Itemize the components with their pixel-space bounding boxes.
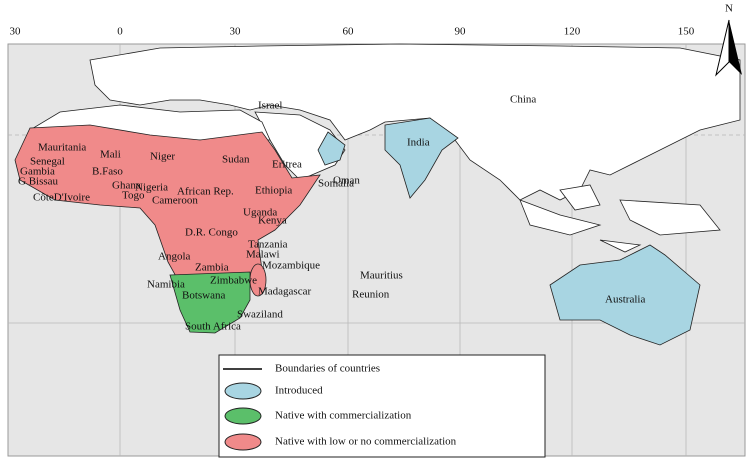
longitude-label: 30 [10,26,22,38]
country-label: Angola [158,251,191,263]
country-label: Togo [122,190,145,202]
country-label: Mauritania [38,142,86,154]
longitude-label: 60 [343,26,355,38]
country-label: Ethiopia [255,185,292,197]
australia [549,244,701,346]
country-label: Uganda [243,207,277,219]
legend-swatch [224,433,262,451]
country-label: D.R. Congo [185,227,238,239]
madagascar [249,263,267,297]
oman [317,131,346,166]
arabia [254,111,346,181]
country-label: CôteD'Ivoire [33,192,90,204]
country-label: Sudan [222,154,250,166]
longitude-label: 0 [117,26,123,38]
country-label: China [510,94,536,106]
country-label: Niger [150,151,175,163]
longitude-label: 120 [564,26,581,38]
country-label: Cameroon [152,195,198,207]
country-label: Nigeria [135,182,168,194]
country-label: Oman [333,175,360,187]
legend-label: Native with commercialization [275,410,412,422]
islands [519,184,721,253]
legend [218,354,546,458]
country-label: Eritrea [272,159,302,171]
longitude-label: 30 [230,26,242,38]
country-label: Israel [258,100,282,112]
country-label: Mozambique [262,260,320,272]
legend-swatch [224,407,262,425]
country-label: Zimbabwe [210,275,257,287]
country-label: Botswana [182,290,226,302]
north-label: N [725,3,733,15]
country-label: G Bissau [18,176,59,188]
country-label: Zambia [195,262,229,274]
country-label: Namibia [147,279,185,291]
legend-label: Introduced [275,385,323,397]
country-label: Swaziland [237,309,283,321]
legend-swatch [224,382,262,400]
north-arrow [729,20,742,75]
country-label: Madagascar [258,286,311,298]
country-label: Australia [605,294,645,306]
country-label: Ghana [112,180,141,192]
country-label: India [407,137,430,149]
longitude-label: 150 [678,26,695,38]
country-label: Malawi [246,249,280,261]
country-label: Mauritius [360,270,403,282]
country-label: B.Faso [92,166,123,178]
longitude-labels: 30 0 30 60 90 120 150 [10,26,695,38]
country-label: Mali [100,149,121,161]
country-label: Reunion [352,289,390,301]
legend-items: Boundaries of countries Introduced Native … [223,363,457,451]
country-label: Kenya [258,215,287,227]
india [384,117,459,199]
country-label: Gambia [20,166,55,178]
legend-label: Boundaries of countries [275,363,380,375]
country-label: Tanzania [248,239,288,251]
legend-label: Native with low or no commercialization [275,436,457,448]
country-labels: Mauritania Mali Niger Sudan Eritrea Oman India… [18,94,645,333]
country-label: South Africa [185,321,241,333]
longitude-label: 90 [455,26,467,38]
country-label: Somalia [318,178,354,190]
country-label: Senegal [30,156,65,168]
country-label: African Rep. [177,186,234,198]
